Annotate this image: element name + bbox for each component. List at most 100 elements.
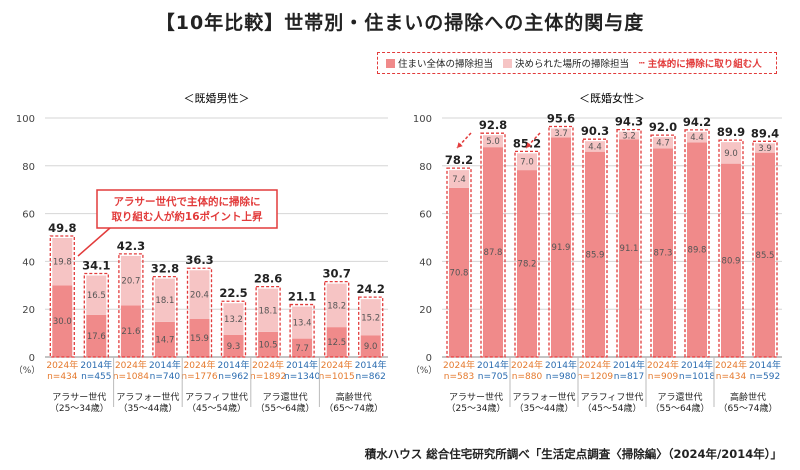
bar-segment-main bbox=[687, 142, 707, 357]
annotation-box bbox=[96, 189, 278, 229]
bar-year-label: 2024年 bbox=[579, 359, 611, 371]
data-label-decided: 13.2 bbox=[224, 315, 243, 325]
data-label-decided: 20.7 bbox=[121, 277, 140, 287]
bar-total-outline bbox=[650, 134, 676, 358]
data-label-decided: 13.4 bbox=[293, 319, 312, 329]
bar-segment-decided bbox=[292, 306, 313, 339]
legend-label-total: 主体的に掃除に取り組む人 bbox=[647, 59, 762, 70]
data-label-total: 28.6 bbox=[254, 272, 282, 286]
data-label-total: 78.2 bbox=[445, 153, 473, 167]
data-label-main: 91.9 bbox=[552, 243, 571, 253]
bar-n-label: n=740 bbox=[150, 372, 181, 382]
bar-year-label: 2024年 bbox=[252, 359, 284, 371]
bar-year-label: 2014年 bbox=[355, 359, 387, 371]
y-tick-label: 20 bbox=[419, 305, 432, 316]
data-label-total: 24.2 bbox=[357, 282, 385, 296]
data-label-decided: 15.2 bbox=[361, 313, 380, 323]
bar-segment-main bbox=[755, 152, 775, 357]
data-label-decided: 4.4 bbox=[588, 142, 602, 152]
y-tick-label: 100 bbox=[16, 114, 35, 125]
bar-segment-decided bbox=[360, 299, 381, 336]
legend-item-main: 住まい全体の掃除担当 bbox=[386, 56, 493, 70]
data-label-decided: 3.7 bbox=[554, 129, 568, 139]
data-label-main: 89.8 bbox=[688, 246, 707, 256]
y-tick-label: 80 bbox=[419, 162, 432, 173]
data-label-total: 42.3 bbox=[117, 239, 145, 253]
data-label-main: 70.8 bbox=[450, 268, 469, 278]
bar-year-label: 2024年 bbox=[647, 359, 679, 371]
data-label-main: 12.5 bbox=[327, 338, 346, 348]
bar-total-outline bbox=[718, 139, 744, 358]
bar-n-label: n=880 bbox=[512, 372, 543, 382]
bar-segment-main bbox=[292, 338, 313, 357]
bar-segment-main bbox=[154, 321, 175, 357]
bar-segment-main bbox=[120, 305, 141, 357]
data-label-total: 94.2 bbox=[683, 115, 711, 129]
bar-segment-decided bbox=[449, 170, 469, 188]
chart-title: 【10年比較】世帯別・住まいの掃除への主体的関与度 bbox=[155, 12, 645, 34]
panel-title: ＜既婚男性＞ bbox=[184, 91, 250, 105]
group-label: （55～64歳） bbox=[651, 402, 710, 414]
y-tick-label: 40 bbox=[22, 257, 35, 268]
panel-title: ＜既婚女性＞ bbox=[579, 91, 645, 105]
data-label-total: 90.3 bbox=[581, 124, 609, 138]
bar-segment-decided bbox=[483, 135, 503, 148]
bar-year-label: 2024年 bbox=[46, 359, 78, 371]
bar-segment-main bbox=[326, 327, 347, 357]
data-label-total: 89.9 bbox=[717, 125, 745, 139]
bar-n-label: n=455 bbox=[81, 372, 111, 382]
data-label-total: 21.1 bbox=[288, 290, 316, 304]
bar-segment-main bbox=[483, 147, 503, 357]
annotation-text: 取り組む人が約16ポイント上昇 bbox=[111, 210, 263, 223]
bar-n-label: n=592 bbox=[750, 372, 780, 382]
group-label: アラ還世代 bbox=[263, 391, 308, 403]
data-label-main: 91.1 bbox=[620, 244, 639, 254]
y-tick-label: 20 bbox=[22, 305, 35, 316]
bar-n-label: n=1209 bbox=[577, 372, 613, 382]
group-label: （45～54歳） bbox=[187, 402, 246, 414]
group-label: （35～44歳） bbox=[118, 402, 177, 414]
legend-dash-marker: ┅ bbox=[639, 57, 645, 69]
bar-year-label: 2014年 bbox=[477, 359, 509, 371]
legend-swatch-main bbox=[386, 58, 395, 68]
bar-segment-main bbox=[653, 148, 673, 357]
group-label: （65～74歳） bbox=[719, 402, 778, 414]
y-tick-label: 40 bbox=[419, 257, 432, 268]
bar-n-label: n=434 bbox=[716, 372, 747, 382]
data-label-total: 32.8 bbox=[151, 262, 179, 276]
data-label-decided: 20.4 bbox=[190, 291, 209, 301]
legend-label-decided: 決められた場所の掃除担当 bbox=[515, 59, 630, 70]
data-label-main: 14.7 bbox=[155, 335, 174, 345]
bar-total-outline bbox=[582, 138, 608, 358]
bar-year-label: 2014年 bbox=[286, 359, 318, 371]
bar-segment-main bbox=[449, 187, 469, 357]
source-note: 積水ハウス 総合住宅研究所調べ「生活定点調査〈掃除編〉（2024年/2014年）… bbox=[364, 447, 782, 461]
group-label: アラフィフ世代 bbox=[581, 391, 644, 403]
data-label-main: 21.6 bbox=[121, 327, 140, 337]
legend-swatch-decided bbox=[503, 58, 513, 68]
data-label-main: 87.3 bbox=[654, 249, 673, 259]
bar-total-outline bbox=[152, 275, 178, 358]
y-tick-label: 60 bbox=[419, 210, 432, 221]
bar-segment-decided bbox=[258, 288, 279, 332]
group-label: （45～54歳） bbox=[583, 402, 642, 414]
data-label-total: 22.5 bbox=[219, 286, 247, 300]
data-label-total: 36.3 bbox=[185, 253, 213, 267]
bar-n-label: n=1084 bbox=[113, 372, 149, 382]
bar-year-label: 2014年 bbox=[613, 359, 645, 371]
data-label-main: 85.9 bbox=[586, 250, 605, 260]
bar-total-outline bbox=[220, 300, 247, 358]
bar-segment-main bbox=[52, 285, 73, 357]
bar-total-outline bbox=[480, 132, 506, 358]
bar-year-label: 2014年 bbox=[749, 359, 781, 371]
data-label-total: 94.3 bbox=[615, 115, 643, 129]
data-label-decided: 4.4 bbox=[690, 133, 704, 143]
group-label: アラサー世代 bbox=[52, 391, 106, 403]
bar-total-outline bbox=[49, 235, 75, 358]
data-label-decided: 7.0 bbox=[520, 158, 534, 168]
bar-segment-decided bbox=[120, 255, 141, 306]
data-label-main: 30.0 bbox=[53, 317, 72, 327]
data-label-total: 92.0 bbox=[649, 120, 677, 134]
legend-label-main: 住まい全体の掃除担当 bbox=[398, 59, 494, 70]
